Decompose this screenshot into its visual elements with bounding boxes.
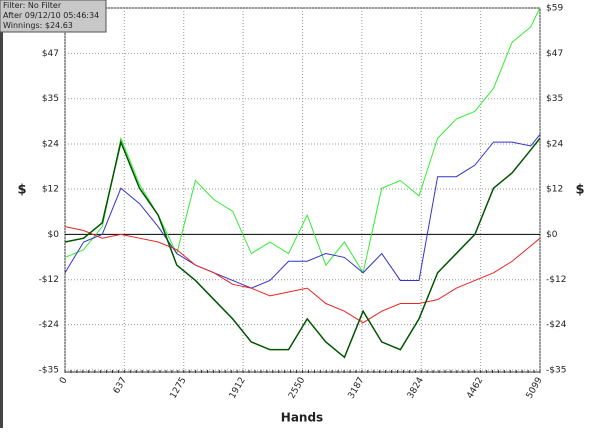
series-line [64,7,541,275]
y2-tick-label: -$35 [546,366,566,376]
y2-axis-label: $ [575,183,584,198]
y-axis-label: $ [17,183,26,198]
y2-tick-label: $24 [546,140,563,150]
y-tick-label: -$24 [39,320,60,330]
y-tick-label: $47 [42,49,59,59]
y-tick-label: $12 [42,185,59,195]
y2-tick-label: $59 [546,4,563,14]
x-tick-label: 2550 [287,376,307,401]
y-tick-label: $35 [42,94,59,104]
y-tick-label: $24 [42,140,59,150]
series-line [64,134,541,289]
x-axis-label: Hands [281,411,323,425]
y2-tick-label: $0 [546,230,558,240]
x-tick-label: 5099 [525,376,545,401]
series-line [64,226,541,324]
x-tick-label: 4462 [465,376,485,401]
info-box [0,0,107,33]
x-tick-label: 637 [112,376,129,396]
x-tick-label: 1912 [228,376,248,401]
x-tick-label: 0 [58,376,70,386]
info-text: After 09/12/10 05:46:34 [3,11,99,20]
y2-tick-label: -$12 [546,275,566,285]
info-text: Filter: No Filter [3,1,62,10]
y2-tick-label: -$24 [546,320,567,330]
x-tick-label: 1275 [168,376,188,401]
y-tick-label: $0 [48,230,60,240]
y2-tick-label: $47 [546,49,563,59]
window-edge [0,0,3,428]
y2-tick-label: $35 [546,94,563,104]
y2-tick-label: $12 [546,185,563,195]
y-tick-label: -$12 [39,275,59,285]
x-tick-label: 3187 [347,376,367,401]
series-line [64,137,541,359]
y-tick-label: -$35 [39,366,59,376]
info-text: Winnings: $24.63 [3,21,73,30]
x-tick-label: 3824 [406,376,426,401]
